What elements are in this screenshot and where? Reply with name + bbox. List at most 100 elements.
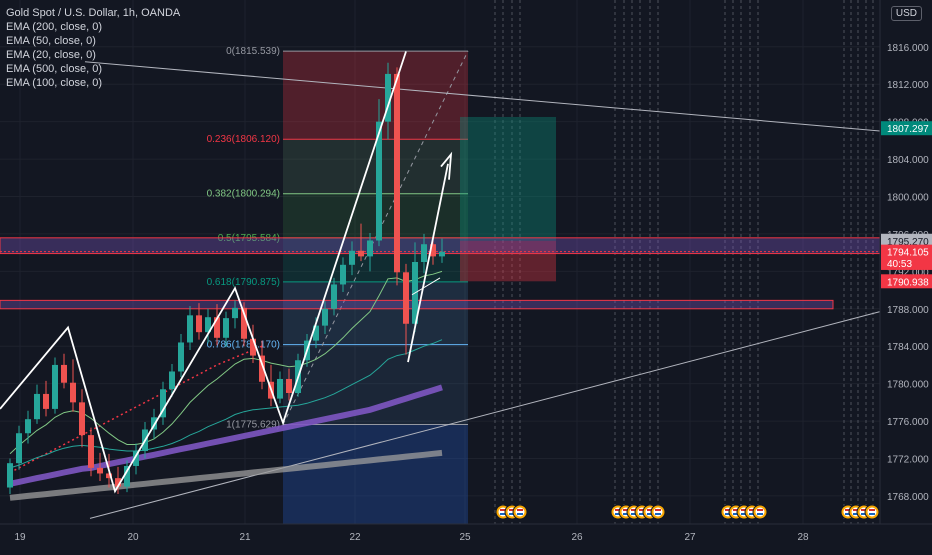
us-flag-icon-stripe	[655, 509, 661, 511]
candle-body	[232, 307, 238, 319]
candle-body	[52, 364, 58, 409]
price-axis: 1816.0001812.0001808.0001804.0001800.000…	[879, 0, 932, 550]
candle-body	[43, 393, 49, 409]
us-flag-icon-stripe	[631, 509, 637, 511]
symbol-title[interactable]: Gold Spot / U.S. Dollar, 1h, OANDA	[6, 7, 181, 19]
position-tool	[460, 116, 556, 282]
candle-body	[34, 393, 40, 420]
indicator-ema-200[interactable]: EMA (200, close, 0)	[6, 21, 102, 33]
candle-body	[178, 342, 184, 372]
price-tick-label: 1804.000	[887, 155, 929, 166]
time-axis: 19 20 21 22 25 26 27 28	[0, 523, 932, 550]
candle-body	[277, 378, 283, 399]
candle-body	[241, 307, 247, 339]
indicator-ema-50[interactable]: EMA (50, close, 0)	[6, 35, 96, 47]
price-tick-label: 1812.000	[887, 80, 929, 91]
candle-body	[259, 355, 265, 382]
us-flag-icon-stripe	[733, 509, 739, 511]
candle-body	[97, 467, 103, 474]
candle-body	[187, 315, 193, 343]
us-flag-icon-inner	[515, 507, 525, 517]
time-tick-label: 22	[349, 532, 361, 543]
us-flag-icon-stripe	[869, 509, 875, 511]
us-flag-icon-stripe	[725, 513, 731, 515]
us-flag-icon-stripe	[509, 513, 515, 515]
time-tick-label: 21	[239, 532, 251, 543]
ema-100-line	[9, 345, 263, 474]
indicator-ema-500[interactable]: EMA (500, close, 0)	[6, 63, 102, 75]
us-flag-icon-inner	[653, 507, 663, 517]
us-flag-icon-stripe	[509, 509, 515, 511]
us-flag-icon-inner	[867, 507, 877, 517]
us-flag-icon-stripe	[647, 513, 653, 515]
candle-body	[376, 121, 382, 241]
us-flag-icon-stripe	[741, 509, 747, 511]
us-flag-icon-stripe	[845, 509, 851, 511]
position-profit-zone	[460, 116, 556, 241]
us-flag-icon-stripe	[749, 509, 755, 511]
price-label-box	[881, 255, 932, 270]
price-tick-label: 1784.000	[887, 342, 929, 353]
candle-body	[151, 417, 157, 430]
candle-body	[322, 308, 328, 326]
us-flag-icon-stripe	[741, 513, 747, 515]
us-flag-icon-inner	[755, 507, 765, 517]
us-flag-icon-stripe	[757, 513, 763, 515]
price-label-text: 1790.938	[887, 277, 929, 288]
indicator-ema-100[interactable]: EMA (100, close, 0)	[6, 77, 102, 89]
us-flag-icon-stripe	[757, 509, 763, 511]
price-label-text: 1794.105	[887, 248, 929, 259]
candle-body	[250, 338, 256, 356]
candle-body	[358, 250, 364, 257]
us-flag-icon-stripe	[861, 509, 867, 511]
candle-body	[367, 240, 373, 257]
candle-body	[340, 264, 346, 285]
trend-lines	[84, 61, 881, 519]
candle-body	[313, 325, 319, 341]
candle-body	[169, 371, 175, 390]
price-label-text: 1795.270	[887, 237, 929, 248]
us-flag-icon-stripe	[517, 513, 523, 515]
candle-body	[349, 250, 355, 265]
us-flag-icon-stripe	[869, 513, 875, 515]
time-tick-label: 19	[14, 532, 26, 543]
candle-body	[61, 364, 67, 383]
us-flag-icon-stripe	[639, 513, 645, 515]
fib-label: 0.786(1784.170)	[207, 340, 280, 351]
zigzag-pattern	[0, 51, 407, 494]
price-label-box	[881, 274, 932, 289]
ascending-trendline	[89, 311, 881, 519]
price-tick-label: 1776.000	[887, 417, 929, 428]
candle-body	[79, 402, 85, 436]
projection-arrow	[407, 163, 449, 363]
candle-body	[385, 73, 391, 122]
fib-label: 0.382(1800.294)	[207, 189, 280, 200]
price-tick-label: 1792.000	[887, 267, 929, 278]
candle-body	[439, 251, 445, 257]
indicator-ema-20[interactable]: EMA (20, close, 0)	[6, 49, 96, 61]
fib-label: 0.618(1790.875)	[207, 277, 280, 288]
fib-label: 1(1775.629)	[226, 420, 280, 431]
time-tick-label: 20	[127, 532, 139, 543]
fib-label: 0(1815.539)	[226, 46, 280, 57]
ema-200-line	[9, 384, 443, 487]
currency-button[interactable]: USD	[890, 6, 922, 21]
time-axis-background	[0, 524, 932, 550]
fib-extension-zone	[283, 424, 468, 524]
price-tick-label: 1772.000	[887, 455, 929, 466]
candle-body	[115, 478, 121, 487]
us-flag-icon-stripe	[500, 513, 506, 515]
candle-body	[421, 244, 427, 262]
candle-body	[16, 433, 22, 464]
candle-body	[214, 317, 220, 338]
candle-body	[25, 419, 31, 434]
us-flag-icon-stripe	[639, 509, 645, 511]
price-label-box	[881, 244, 932, 259]
candle-body	[196, 315, 202, 333]
price-tick-label: 1780.000	[887, 380, 929, 391]
fib-zone	[283, 51, 468, 140]
fib-zone	[283, 139, 468, 194]
candles	[7, 62, 445, 495]
